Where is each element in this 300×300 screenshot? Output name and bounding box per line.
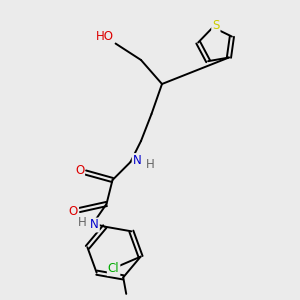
Text: H: H (146, 158, 154, 171)
Text: H: H (78, 215, 87, 229)
Text: N: N (90, 218, 99, 232)
Text: Cl: Cl (108, 262, 119, 275)
Text: O: O (69, 205, 78, 218)
Text: N: N (133, 154, 142, 167)
Text: S: S (212, 19, 220, 32)
Text: HO: HO (96, 29, 114, 43)
Text: O: O (75, 164, 84, 178)
